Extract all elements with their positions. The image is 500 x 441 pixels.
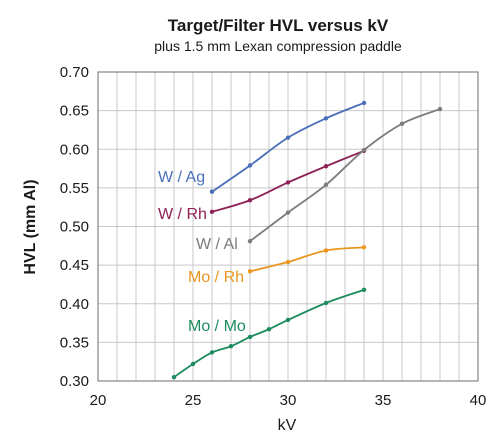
series-label: Mo / Rh [188, 269, 244, 286]
data-point [323, 248, 329, 253]
series-labels: W / Ag W / Rh W / Al Mo / Rh Mo / Mo [158, 169, 246, 335]
y-tick-label: 0.65 [60, 103, 89, 120]
x-tick-label: 40 [470, 392, 487, 409]
series-label: Mo / Mo [188, 318, 246, 335]
data-point [323, 300, 329, 306]
data-point [247, 238, 253, 244]
plot-frame [97, 71, 479, 382]
data-point [361, 245, 367, 250]
data-point [361, 100, 367, 106]
y-tick-label: 0.40 [60, 296, 89, 313]
series-label: W / Al [196, 236, 238, 253]
data-point [171, 374, 177, 380]
series-label: W / Rh [158, 206, 207, 223]
data-point [361, 147, 367, 153]
y-tick-label: 0.55 [60, 180, 89, 197]
x-tick-label: 20 [90, 392, 107, 409]
data-point [285, 317, 291, 323]
data-point [209, 189, 215, 194]
y-tick-label: 0.45 [60, 257, 89, 274]
series-lines [171, 100, 443, 380]
data-point [285, 259, 291, 265]
x-tick-label: 25 [185, 392, 202, 409]
data-point [247, 163, 253, 168]
data-point [285, 210, 291, 215]
x-tick-label: 30 [280, 392, 297, 409]
chart-subtitle: plus 1.5 mm Lexan compression paddle [154, 38, 402, 54]
data-point [323, 164, 329, 169]
gridlines [97, 71, 479, 382]
tick-labels: 0.30 0.35 0.40 0.45 0.50 0.55 0.60 0.65 0.70 20 25… [60, 64, 487, 409]
data-point [266, 327, 272, 332]
y-axis-label: HVL (mm Al) [22, 179, 39, 274]
data-point [209, 209, 215, 215]
y-tick-label: 0.60 [60, 141, 89, 158]
data-point [361, 287, 367, 293]
y-tick-label: 0.70 [60, 64, 89, 81]
data-point [437, 106, 443, 112]
y-tick-label: 0.35 [60, 334, 89, 351]
data-point [228, 344, 234, 349]
data-point [247, 334, 253, 340]
x-axis-label: kV [278, 417, 297, 434]
data-point [247, 269, 253, 274]
data-point [285, 180, 291, 185]
y-tick-label: 0.50 [60, 219, 89, 236]
y-tick-label: 0.30 [60, 373, 89, 390]
data-point [323, 116, 329, 121]
data-point [285, 135, 291, 140]
chart-title: Target/Filter HVL versus kV [168, 16, 389, 35]
data-point [399, 121, 405, 126]
series-line [249, 246, 365, 273]
series-line [249, 108, 441, 243]
x-tick-label: 35 [375, 392, 392, 409]
data-point [209, 350, 215, 355]
data-point [190, 361, 196, 367]
data-point [323, 182, 329, 187]
series-label: W / Ag [158, 169, 205, 186]
data-point [247, 198, 253, 203]
